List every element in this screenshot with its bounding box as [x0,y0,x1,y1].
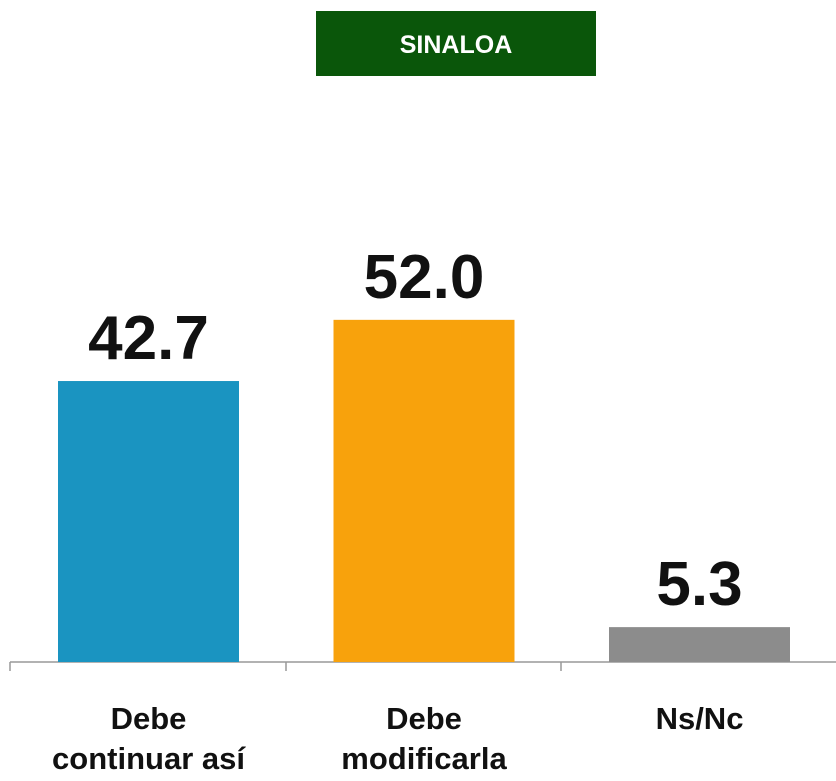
x-tick-label: Debe [386,701,462,736]
bar [609,627,790,662]
bar [333,319,515,662]
chart-title: SINALOA [400,31,513,59]
x-tick-label: Debe [111,701,187,736]
value-label: 42.7 [88,304,209,373]
x-tick-label: Ns/Nc [656,701,744,736]
x-tick-label: continuar así [52,741,246,776]
value-label: 5.3 [656,550,742,619]
bar [58,381,239,662]
x-tick-label: modificarla [341,741,507,776]
title-box [316,11,596,76]
value-label: 52.0 [364,243,485,312]
